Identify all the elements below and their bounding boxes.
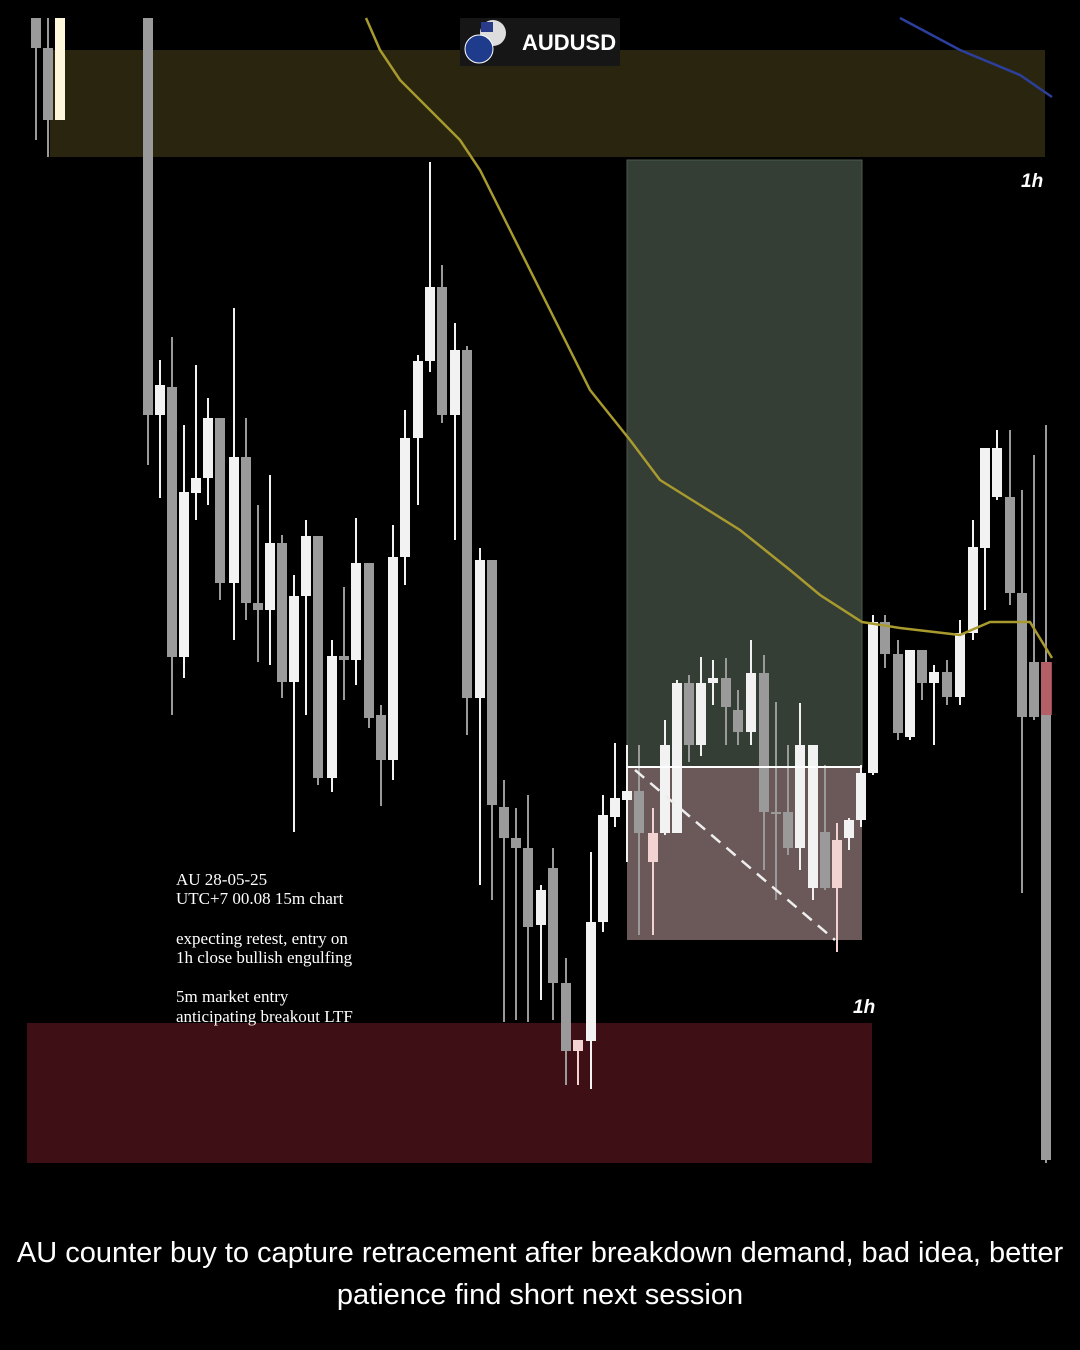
candle-body bbox=[783, 812, 793, 848]
candle-highlight bbox=[1041, 662, 1052, 715]
candle-body bbox=[425, 287, 435, 361]
candle-body bbox=[880, 622, 890, 654]
note-line: UTC+7 00.08 15m chart bbox=[176, 889, 344, 908]
timeframe-label: 1h bbox=[853, 997, 875, 1018]
candle-body bbox=[660, 745, 670, 833]
candle-body bbox=[301, 536, 311, 596]
candle-body bbox=[929, 672, 939, 683]
supply-zone bbox=[50, 50, 1045, 157]
demand-zone bbox=[27, 1023, 872, 1163]
note-line: AU 28-05-25 bbox=[176, 870, 267, 889]
candle-body bbox=[475, 560, 485, 698]
candle-body bbox=[586, 922, 596, 1041]
candle-body bbox=[1041, 662, 1051, 1160]
chart: 1h 1h AUDUSD AU 28-05-25 UTC+7 00.08 15m… bbox=[27, 16, 1054, 1163]
candle-body bbox=[1017, 593, 1027, 717]
candle-body bbox=[708, 678, 718, 683]
candle-body bbox=[31, 18, 41, 48]
candle-body bbox=[450, 350, 460, 415]
candle-body bbox=[746, 673, 756, 732]
candle-body bbox=[313, 536, 323, 778]
candle-body bbox=[573, 1040, 583, 1051]
candle-body bbox=[917, 650, 927, 683]
target-zone bbox=[626, 159, 863, 768]
candle-body bbox=[634, 791, 644, 833]
candle-body bbox=[511, 838, 521, 848]
timeframe-label: 1h bbox=[1021, 171, 1043, 192]
candle-body bbox=[832, 840, 842, 888]
moving-average bbox=[364, 17, 1054, 659]
candle-body bbox=[868, 622, 878, 773]
candle-body bbox=[179, 492, 189, 657]
candle-body bbox=[844, 820, 854, 838]
candle-body bbox=[955, 633, 965, 697]
candle-body bbox=[648, 833, 658, 862]
candle-body bbox=[856, 773, 866, 820]
candle-body bbox=[43, 48, 53, 120]
candle-body bbox=[733, 710, 743, 732]
candle-body bbox=[277, 543, 287, 682]
flag-au bbox=[464, 34, 494, 64]
candle-body bbox=[795, 745, 805, 848]
moving-average-2 bbox=[899, 16, 1053, 99]
candle-body bbox=[1029, 662, 1039, 717]
candle-body bbox=[721, 678, 731, 707]
candle-body bbox=[229, 457, 239, 583]
candle-body bbox=[893, 654, 903, 733]
candle-body bbox=[413, 361, 423, 438]
candle-body bbox=[561, 983, 571, 1051]
candle-body bbox=[696, 683, 706, 745]
candle-body bbox=[462, 350, 472, 698]
candle-body bbox=[143, 18, 153, 415]
projection-line bbox=[634, 769, 836, 941]
candle-body bbox=[253, 603, 263, 610]
candle-body bbox=[167, 387, 177, 657]
candle-body bbox=[265, 543, 275, 610]
candle-body bbox=[499, 807, 509, 838]
candle-body bbox=[215, 418, 225, 583]
candle-body bbox=[808, 745, 818, 888]
candle-body bbox=[905, 650, 915, 737]
candle-body bbox=[1005, 497, 1015, 593]
note-line: anticipating breakout LTF bbox=[176, 1007, 353, 1026]
candle-body bbox=[610, 798, 620, 817]
candle-body bbox=[203, 418, 213, 478]
candle-body bbox=[820, 832, 830, 888]
candle-body bbox=[437, 287, 447, 415]
candle-body bbox=[992, 448, 1002, 497]
candle-body bbox=[771, 812, 781, 814]
candle-body bbox=[980, 448, 990, 548]
candle-body bbox=[55, 18, 65, 120]
note-line: expecting retest, entry on bbox=[176, 929, 348, 948]
candle-body bbox=[364, 563, 374, 718]
candle-body bbox=[598, 815, 608, 922]
candle-body bbox=[155, 385, 165, 415]
candle-body bbox=[523, 848, 533, 927]
candle-body bbox=[684, 683, 694, 745]
candle-body bbox=[622, 791, 632, 800]
candle-body bbox=[942, 672, 952, 697]
candle-body bbox=[351, 563, 361, 660]
candle-body bbox=[536, 890, 546, 925]
candle-body bbox=[289, 596, 299, 682]
candle-body bbox=[388, 557, 398, 760]
candle-body bbox=[241, 457, 251, 603]
note-line: 1h close bullish engulfing bbox=[176, 948, 353, 967]
candle-body bbox=[548, 868, 558, 983]
candle-body bbox=[376, 715, 386, 760]
symbol: AUDUSD bbox=[522, 30, 616, 55]
caption: AU counter buy to capture retracement af… bbox=[16, 1237, 1064, 1311]
candle-body bbox=[759, 673, 769, 812]
candle-body bbox=[968, 547, 978, 633]
candle-body bbox=[487, 560, 497, 805]
candle-body bbox=[400, 438, 410, 557]
flag-us-canton bbox=[481, 22, 493, 32]
note-line: 5m market entry bbox=[176, 987, 289, 1006]
candles bbox=[31, 18, 1052, 1163]
candle-body bbox=[672, 683, 682, 833]
candle-body bbox=[339, 656, 349, 660]
candle-body bbox=[327, 656, 337, 778]
candle-body bbox=[191, 478, 201, 493]
